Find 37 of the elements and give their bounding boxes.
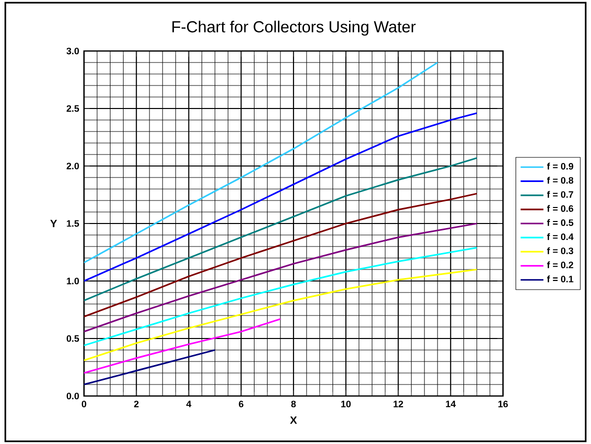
line-series <box>84 62 438 264</box>
line-series <box>84 318 282 374</box>
y-tick-label: 0.0 <box>66 392 79 400</box>
y-axis-title: Y <box>50 220 57 228</box>
legend-label: f = 0.6 <box>547 205 574 212</box>
line-series <box>84 192 478 318</box>
legend-label: f = 0.5 <box>547 219 574 226</box>
y-tick-label: 2.0 <box>66 162 79 170</box>
legend-label: f = 0.8 <box>547 176 574 184</box>
x-tick-label: 14 <box>446 400 456 408</box>
line-series <box>84 222 478 332</box>
y-tick-label: 3.0 <box>66 48 79 54</box>
legend-label: f = 0.1 <box>547 276 574 282</box>
legend-label: f = 0.7 <box>547 190 574 198</box>
x-tick-label: 16 <box>498 400 508 408</box>
x-tick-label: 12 <box>394 400 404 408</box>
line-series <box>84 112 478 282</box>
line-series <box>84 268 478 362</box>
y-tick-label: 2.5 <box>66 105 80 112</box>
line-series <box>84 157 478 302</box>
x-axis-title: X <box>290 416 297 424</box>
x-tick-label: 0 <box>82 400 86 408</box>
x-tick-label: 4 <box>186 400 192 408</box>
line-series <box>84 246 478 346</box>
legend-label: f = 0.3 <box>547 247 574 254</box>
y-tick-label: 0.5 <box>66 335 80 342</box>
y-tick-label: 1.0 <box>66 278 79 284</box>
legend-label: f = 0.4 <box>547 233 574 240</box>
x-tick-label: 6 <box>238 400 244 408</box>
x-tick-label: 10 <box>341 400 351 408</box>
legend-label: f = 0.9 <box>547 162 574 170</box>
line-series <box>84 349 216 386</box>
legend-label: f = 0.2 <box>547 261 574 268</box>
y-tick-label: 1.5 <box>66 220 80 227</box>
x-tick-label: 8 <box>291 400 296 408</box>
x-tick-label: 2 <box>134 400 139 408</box>
chart-title: F-Chart for Collectors Using Water <box>172 20 416 36</box>
